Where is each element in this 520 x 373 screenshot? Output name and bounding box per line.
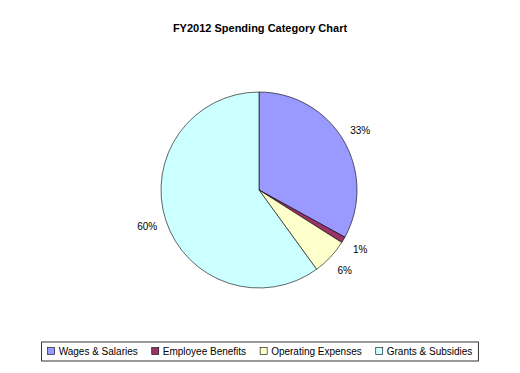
data-label: 33% xyxy=(350,125,370,136)
legend-swatch xyxy=(376,348,383,355)
legend-swatch xyxy=(152,348,159,355)
data-label: 1% xyxy=(353,244,368,255)
legend-label: Operating Expenses xyxy=(271,346,362,357)
slice xyxy=(161,92,317,288)
legend-label: Grants & Subsidies xyxy=(387,346,473,357)
legend-item: Wages & Salaries xyxy=(48,346,138,357)
legend-label: Wages & Salaries xyxy=(59,346,138,357)
legend-swatch xyxy=(48,348,55,355)
legend-item: Operating Expenses xyxy=(260,346,362,357)
legend-label: Employee Benefits xyxy=(163,346,246,357)
data-label: 6% xyxy=(338,265,353,276)
legend-item: Grants & Subsidies xyxy=(376,346,473,357)
title: FY2012 Spending Category Chart xyxy=(173,22,348,34)
legend-box xyxy=(42,342,479,361)
background xyxy=(1,1,520,373)
legend: Wages & Salaries Employee Benefits Operati… xyxy=(42,342,479,361)
slices xyxy=(161,92,357,288)
pie: 33% 1%6% 60% xyxy=(137,92,370,288)
legend-swatch xyxy=(260,348,267,355)
legend-item: Employee Benefits xyxy=(152,346,246,357)
chart: FY2012 Spending Category Chart 33% 1%6% 60%… xyxy=(0,0,520,373)
data-label: 60% xyxy=(137,221,157,232)
